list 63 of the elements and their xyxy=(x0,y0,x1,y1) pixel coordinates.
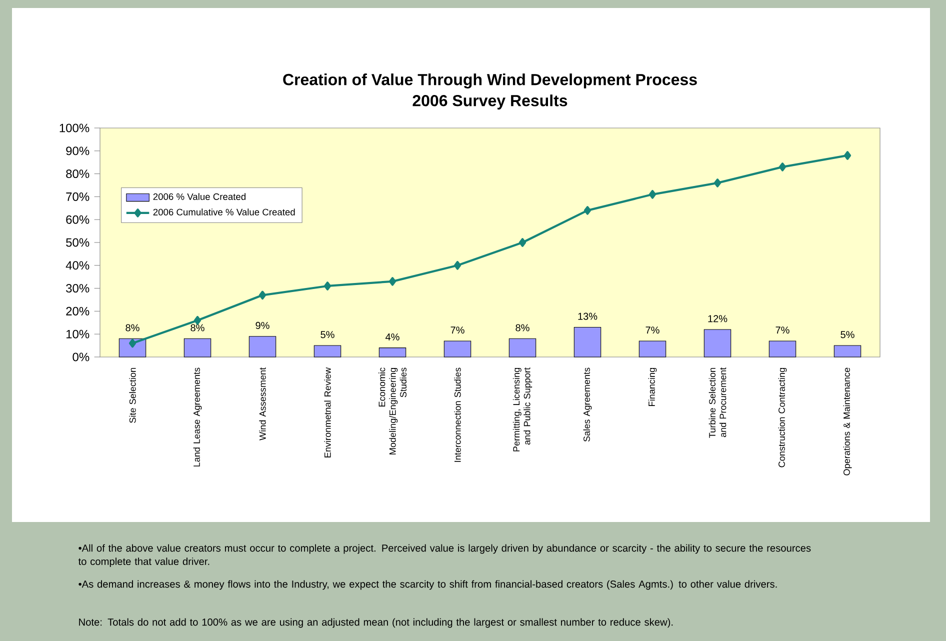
bar xyxy=(768,340,796,358)
x-tick-label: Turbine Selection and Procurement xyxy=(708,367,726,438)
x-tick-label: Financing xyxy=(648,368,657,406)
bar xyxy=(834,345,862,358)
bar xyxy=(184,338,212,358)
bar xyxy=(314,345,342,358)
data-label: 8% xyxy=(126,324,140,332)
point xyxy=(778,162,786,172)
x-tick-label: Site Selection xyxy=(129,368,136,423)
text: Note: Totals do not add to 100% as we are using an adjusted mean (not including the largest or smallest number to reduce skew). xyxy=(79,618,673,628)
data-label: 8% xyxy=(190,324,204,332)
chart-subtitle: 2006 Survey Results xyxy=(412,94,568,110)
x-tick-label: Environmetnal Review xyxy=(324,367,331,458)
bar xyxy=(704,329,732,358)
data-label: 7% xyxy=(646,326,660,334)
point xyxy=(454,260,462,270)
x-tick-label: Construction Contracting xyxy=(778,368,787,468)
bar xyxy=(444,340,472,358)
y-tick-label: 80% xyxy=(66,170,90,178)
point xyxy=(258,290,266,300)
point xyxy=(714,178,722,188)
y-tick-label: 70% xyxy=(66,192,90,201)
y-tick-label: 90% xyxy=(66,146,90,156)
y-tick-label: 60% xyxy=(66,215,90,224)
point xyxy=(324,282,332,290)
point xyxy=(844,151,852,160)
data-label: 7% xyxy=(776,326,790,334)
text: •All of the above value creators must occur to complete a project. Perceived value is largely driven by abundance or scarcity - the ability to secure the resources to complete that value driver. xyxy=(78,544,811,568)
x-tick-label: Interconnection Studies xyxy=(454,368,461,462)
text: •As demand increases & money flows into the Industry, we expect the scarcity to shift from financial-based creators (Sales Agmts.) to other value drivers. xyxy=(78,580,777,590)
point xyxy=(518,238,526,247)
x-tick-label: Land Lease Agreements xyxy=(193,368,202,466)
y-tick-label: 20% xyxy=(66,306,90,316)
data-label: 13% xyxy=(578,312,598,320)
data-label: 9% xyxy=(256,322,270,330)
bar xyxy=(638,340,666,358)
y-tick-label: 0% xyxy=(72,352,90,362)
y-tick-label: 40% xyxy=(66,261,90,270)
point xyxy=(584,206,592,215)
bar xyxy=(574,326,602,358)
y-tick-label: 30% xyxy=(66,284,90,293)
bar xyxy=(248,336,276,358)
legend-label: 2006 % Value Created xyxy=(153,193,246,200)
data-label: 8% xyxy=(516,324,530,332)
bar xyxy=(378,348,406,358)
data-label: 7% xyxy=(450,326,464,334)
x-tick-label: Wind Assessment xyxy=(259,367,266,440)
legend-label: 2006 Cumulative % Value Created xyxy=(153,208,295,216)
point xyxy=(388,277,396,286)
point xyxy=(648,190,656,199)
y-tick-label: 50% xyxy=(66,238,90,247)
data-label: 5% xyxy=(320,331,334,338)
y-tick-label: 10% xyxy=(66,330,90,338)
x-tick-label: Economic Modeling/Engineering Studies xyxy=(378,368,406,454)
data-label: 12% xyxy=(708,315,728,322)
bar xyxy=(508,338,536,358)
x-tick-label: Sales Agreements xyxy=(583,368,592,442)
chart-title: Creation of Value Through Wind Development Process xyxy=(283,74,697,88)
y-tick-label: 100% xyxy=(60,124,90,132)
data-label: 4% xyxy=(386,333,400,340)
x-tick-label: Permitting, Licensing and Public Support xyxy=(512,367,532,452)
data-label: 5% xyxy=(840,331,854,338)
x-tick-label: Operations & Maintenance xyxy=(843,368,852,476)
